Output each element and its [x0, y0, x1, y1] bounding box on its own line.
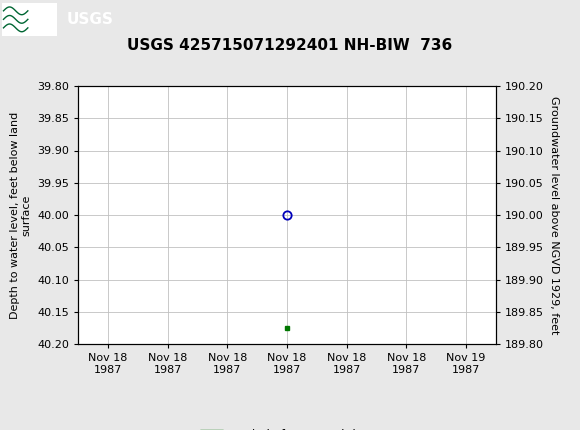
Text: USGS 425715071292401 NH-BIW  736: USGS 425715071292401 NH-BIW 736: [128, 38, 452, 52]
Bar: [2, 3, 57, 36]
Y-axis label: Depth to water level, feet below land
surface: Depth to water level, feet below land su…: [10, 111, 32, 319]
Legend: Period of approved data: Period of approved data: [195, 424, 379, 430]
Text: USGS: USGS: [67, 12, 114, 27]
Y-axis label: Groundwater level above NGVD 1929, feet: Groundwater level above NGVD 1929, feet: [549, 96, 560, 334]
